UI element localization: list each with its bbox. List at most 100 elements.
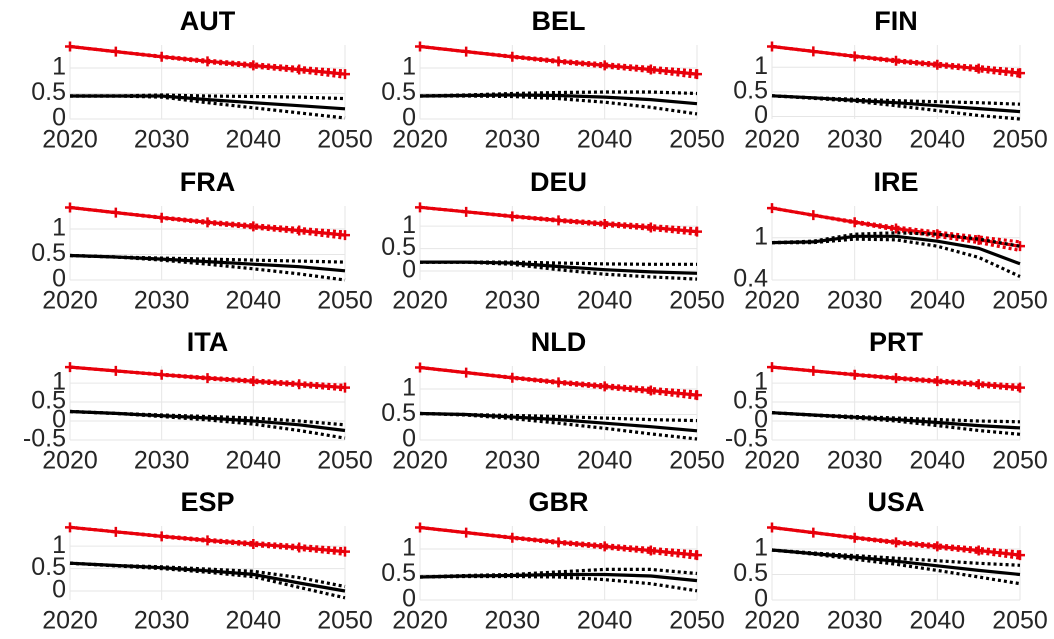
band-line <box>419 411 698 423</box>
y-tick-label: 1 <box>52 214 66 242</box>
x-tick-label: 2030 <box>485 607 541 635</box>
panel: ITA 2020 2030 2040 2050 -0.500.51 <box>23 327 373 474</box>
x-tick-label: 2050 <box>317 287 373 315</box>
panel: AUT 2020 2030 2040 2050 00.51 <box>31 6 373 153</box>
y-tick-label: 0.5 <box>733 387 768 415</box>
x-tick-label: 2030 <box>827 126 883 154</box>
y-tick-label: 1 <box>754 222 768 250</box>
band-line <box>69 253 346 282</box>
series-line <box>771 234 1021 266</box>
x-tick-label: 2030 <box>827 287 883 315</box>
y-tick-label: 0 <box>52 104 66 132</box>
marker <box>1015 68 1025 79</box>
y-tick-label: 0.5 <box>31 387 66 415</box>
series-line <box>771 548 1021 577</box>
x-tick-label: 2050 <box>669 607 725 635</box>
panel: ESP 2020 2030 2040 2050 00.51 <box>31 487 373 634</box>
y-tick-label: 0.5 <box>381 399 416 427</box>
band-line <box>419 411 698 441</box>
x-tick-label: 2020 <box>392 447 448 475</box>
x-tick-label: 2030 <box>485 287 541 315</box>
x-tick-label: 2050 <box>992 447 1048 475</box>
x-tick-label: 2050 <box>669 447 725 475</box>
x-tick-label: 2030 <box>827 447 883 475</box>
x-tick-label: 2050 <box>317 447 373 475</box>
band-line <box>420 260 697 266</box>
panel: FRA 2020 2030 2040 2050 00.51 <box>31 167 373 314</box>
chart-title: ESP <box>180 487 234 517</box>
chart-title: FIN <box>874 6 918 36</box>
band-line <box>69 205 346 234</box>
chart-title: USA <box>867 487 924 517</box>
band-line <box>69 205 346 240</box>
marker <box>645 545 656 556</box>
y-tick-label: 0 <box>754 406 768 434</box>
band-line <box>772 237 1021 278</box>
panel: GBR 2020 2030 2040 2050 00.51 <box>381 487 725 634</box>
y-tick-label: 1 <box>754 52 768 80</box>
y-tick-label: 0.5 <box>381 559 416 587</box>
band-line <box>771 548 1021 586</box>
series-line <box>70 94 346 111</box>
y-tick-label: 1 <box>402 53 416 81</box>
series-line <box>419 572 698 583</box>
y-tick-label: -0.5 <box>23 425 66 453</box>
panel: NLD 2020 2030 2040 2050 00.51 <box>381 327 725 474</box>
chart-title: IRE <box>873 167 918 197</box>
x-tick-label: 2020 <box>42 607 98 635</box>
chart-title: ITA <box>187 327 229 357</box>
y-tick-label: 0 <box>402 585 416 613</box>
x-tick-label: 2050 <box>992 287 1048 315</box>
series-line <box>420 260 698 275</box>
series-line <box>69 561 346 593</box>
panel: USA 2020 2030 2040 2050 00.51 <box>733 487 1048 634</box>
band-line <box>69 525 346 556</box>
y-tick-label: 1 <box>754 368 768 396</box>
band-line <box>420 94 698 116</box>
band-line <box>419 44 698 73</box>
x-tick-label: 2030 <box>827 607 883 635</box>
panel: BEL 2020 2030 2040 2050 00.51 <box>381 6 725 153</box>
x-tick-label: 2030 <box>485 126 541 154</box>
band-line <box>70 93 346 101</box>
band-line <box>69 409 346 440</box>
y-tick-label: 0 <box>754 101 768 129</box>
marker <box>340 546 350 557</box>
y-tick-label: 0 <box>52 576 66 604</box>
marker <box>973 545 984 556</box>
marker <box>645 64 656 75</box>
x-tick-label: 2040 <box>910 126 966 154</box>
y-tick-label: 1 <box>402 534 416 562</box>
panel: IRE 2020 2030 2040 2050 0.4 1 <box>733 167 1048 314</box>
band-line <box>419 90 698 98</box>
y-tick-label: 0 <box>52 406 66 434</box>
band-line <box>69 561 346 600</box>
x-tick-label: 2040 <box>577 126 633 154</box>
x-tick-label: 2040 <box>226 126 282 154</box>
marker <box>1015 550 1025 561</box>
x-tick-label: 2020 <box>392 607 448 635</box>
y-tick-label: 0.5 <box>733 559 768 587</box>
chart-title: DEU <box>530 167 587 197</box>
x-tick-label: 2040 <box>226 447 282 475</box>
y-tick-label: -0.5 <box>725 425 768 453</box>
panel: DEU 2020 2030 2040 2050 00.51 <box>381 167 725 314</box>
x-tick-label: 2040 <box>577 607 633 635</box>
y-tick-label: 1 <box>52 368 66 396</box>
chart-title: FRA <box>180 167 236 197</box>
marker <box>973 63 984 74</box>
x-tick-label: 2030 <box>134 126 190 154</box>
y-tick-label: 0.5 <box>31 553 66 581</box>
band-line <box>419 525 698 560</box>
y-tick-label: 1 <box>52 53 66 81</box>
x-tick-label: 2040 <box>910 447 966 475</box>
x-tick-label: 2020 <box>744 607 800 635</box>
band-line <box>419 525 698 554</box>
x-tick-label: 2020 <box>42 126 98 154</box>
y-tick-label: 0.4 <box>733 265 768 293</box>
band-line <box>419 574 698 593</box>
band-line <box>419 365 698 400</box>
band-line <box>69 44 346 79</box>
series-line <box>771 411 1021 430</box>
